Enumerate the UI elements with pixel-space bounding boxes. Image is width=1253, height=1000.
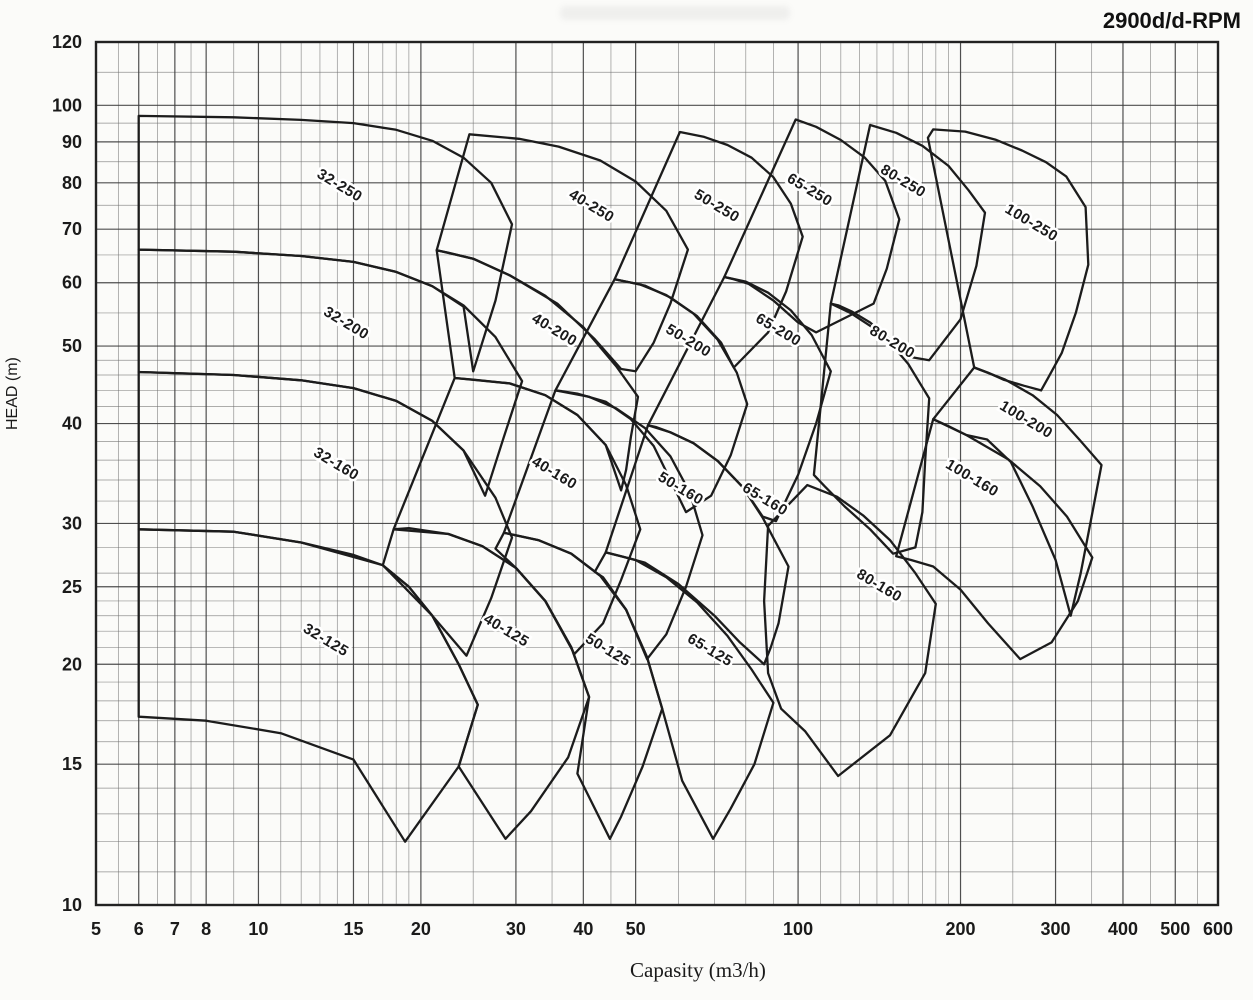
envelope-region-100-200 <box>932 366 1103 617</box>
envelope-label-80-200: 80-200 <box>867 322 918 362</box>
envelope-label-40-200: 40-200 <box>529 310 580 350</box>
y-axis-title: HEAD (m) <box>4 357 21 430</box>
y-tick-label: 70 <box>62 219 82 239</box>
envelope-label-65-160: 65-160 <box>739 479 790 519</box>
y-tick-label: 50 <box>62 336 82 356</box>
y-tick-label: 90 <box>62 132 82 152</box>
envelope-region-40-250 <box>435 133 690 373</box>
y-tick-label: 60 <box>62 273 82 293</box>
y-tick-label: 40 <box>62 414 82 434</box>
envelope-label-40-160: 40-160 <box>529 453 580 493</box>
plot-border <box>94 40 1220 907</box>
envelope-region-32-160 <box>137 370 514 657</box>
x-tick-label: 20 <box>411 919 431 939</box>
envelope-label-32-125: 32-125 <box>300 620 351 660</box>
envelope-label-32-250: 32-250 <box>314 165 365 205</box>
envelope-region-80-200 <box>812 302 931 555</box>
x-tick-label: 500 <box>1160 919 1190 939</box>
x-axis-title: Capasity (m3/h) <box>630 958 766 982</box>
x-tick-label: 600 <box>1203 919 1233 939</box>
envelope-region-50-160 <box>502 389 704 661</box>
envelope-region-100-160 <box>895 418 1094 661</box>
envelope-region-80-250 <box>829 123 987 362</box>
envelope-label-32-200: 32-200 <box>321 303 372 343</box>
y-tick-label: 25 <box>62 577 82 597</box>
envelope-label-50-250: 50-250 <box>691 186 742 226</box>
x-tick-label: 30 <box>506 919 526 939</box>
x-tick-label: 400 <box>1108 919 1138 939</box>
envelope-label-100-160: 100-160 <box>943 456 1002 501</box>
x-tick-label: 15 <box>343 919 363 939</box>
scan-smudge <box>560 6 790 20</box>
envelope-label-40-125: 40-125 <box>481 610 532 650</box>
x-tick-label: 5 <box>91 919 101 939</box>
chart-title: 2900d/d-RPM <box>1102 8 1241 33</box>
x-tick-label: 50 <box>626 919 646 939</box>
x-tick-label: 6 <box>134 919 144 939</box>
envelope-region-80-160 <box>762 483 937 778</box>
envelope-label-100-200: 100-200 <box>997 397 1056 442</box>
envelope-label-100-250: 100-250 <box>1002 200 1061 245</box>
x-tick-label: 40 <box>573 919 593 939</box>
x-tick-label: 7 <box>170 919 180 939</box>
x-tick-label: 300 <box>1041 919 1071 939</box>
envelope-region-50-125 <box>494 531 664 840</box>
x-tick-label: 8 <box>201 919 211 939</box>
envelope-label-32-160: 32-160 <box>311 444 362 484</box>
envelope-region-65-200 <box>646 275 832 523</box>
y-tick-label: 15 <box>62 754 82 774</box>
y-tick-label: 120 <box>52 32 82 52</box>
y-tick-label: 20 <box>62 654 82 674</box>
x-tick-label: 100 <box>783 919 813 939</box>
y-tick-label: 10 <box>62 895 82 915</box>
envelope-region-40-125 <box>381 528 591 840</box>
envelope-region-50-200 <box>554 278 749 514</box>
x-tick-label: 200 <box>946 919 976 939</box>
envelope-region-32-250 <box>137 114 514 373</box>
envelope-region-100-250 <box>926 128 1090 392</box>
y-tick-label: 100 <box>52 95 82 115</box>
envelope-label-80-160: 80-160 <box>854 566 905 606</box>
envelope-label-40-250: 40-250 <box>566 186 617 226</box>
envelope-region-32-125 <box>137 528 479 843</box>
envelope-region-50-250 <box>613 130 804 369</box>
envelope-region-65-250 <box>723 118 901 334</box>
y-tick-label: 30 <box>62 513 82 533</box>
envelope-region-65-125 <box>593 551 775 840</box>
x-tick-label: 10 <box>248 919 268 939</box>
y-tick-label: 80 <box>62 173 82 193</box>
